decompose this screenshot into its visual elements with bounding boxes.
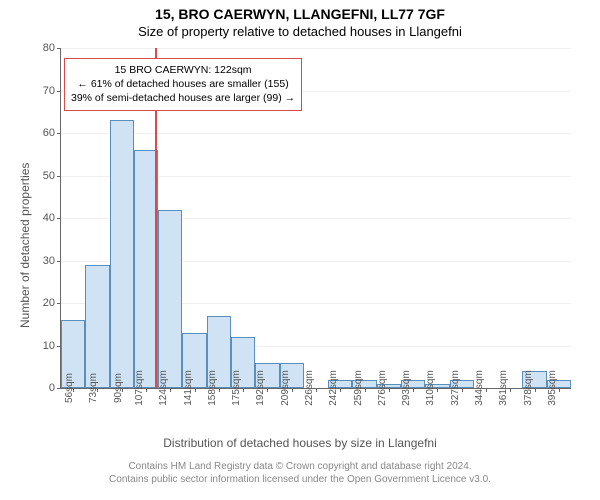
x-tick: 378sqm xyxy=(517,370,534,406)
gridline xyxy=(61,133,571,134)
x-tick: 242sqm xyxy=(322,370,339,406)
x-tick: 175sqm xyxy=(225,370,242,406)
x-tick: 276sqm xyxy=(371,370,388,406)
x-tick: 344sqm xyxy=(468,370,485,406)
y-tick: 40 xyxy=(43,212,61,224)
x-tick: 90sqm xyxy=(107,373,124,403)
y-axis-label: Number of detached properties xyxy=(18,163,32,328)
x-tick: 56sqm xyxy=(58,373,75,403)
histogram-bar xyxy=(85,265,109,388)
gridline xyxy=(61,48,571,49)
page-title: 15, BRO CAERWYN, LLANGEFNI, LL77 7GF xyxy=(0,0,600,22)
footer-line-1: Contains HM Land Registry data © Crown c… xyxy=(0,460,600,473)
x-tick: 209sqm xyxy=(274,370,291,406)
x-tick: 107sqm xyxy=(128,370,145,406)
y-tick: 80 xyxy=(43,42,61,54)
histogram-bar xyxy=(110,120,134,388)
y-tick: 30 xyxy=(43,255,61,267)
x-tick: 73sqm xyxy=(82,373,99,403)
x-tick: 361sqm xyxy=(492,370,509,406)
x-tick: 158sqm xyxy=(201,370,218,406)
annotation-line: 39% of semi-detached houses are larger (… xyxy=(71,91,295,105)
footer-line-2: Contains public sector information licen… xyxy=(0,473,600,486)
x-tick: 192sqm xyxy=(250,370,267,406)
x-axis-label: Distribution of detached houses by size … xyxy=(0,436,600,450)
x-tick: 395sqm xyxy=(541,370,558,406)
x-tick: 226sqm xyxy=(298,370,315,406)
x-tick: 310sqm xyxy=(420,370,437,406)
footer-attribution: Contains HM Land Registry data © Crown c… xyxy=(0,460,600,486)
page-subtitle: Size of property relative to detached ho… xyxy=(0,22,600,39)
x-tick: 293sqm xyxy=(395,370,412,406)
y-tick: 70 xyxy=(43,85,61,97)
x-tick: 259sqm xyxy=(347,370,364,406)
y-tick: 50 xyxy=(43,170,61,182)
reference-annotation: 15 BRO CAERWYN: 122sqm← 61% of detached … xyxy=(64,58,302,111)
x-tick: 141sqm xyxy=(177,370,194,406)
annotation-line: 15 BRO CAERWYN: 122sqm xyxy=(71,63,295,77)
y-tick: 60 xyxy=(43,127,61,139)
x-tick: 327sqm xyxy=(444,370,461,406)
y-tick: 10 xyxy=(43,340,61,352)
histogram-bar xyxy=(158,210,182,389)
annotation-line: ← 61% of detached houses are smaller (15… xyxy=(71,77,295,91)
y-tick: 20 xyxy=(43,297,61,309)
